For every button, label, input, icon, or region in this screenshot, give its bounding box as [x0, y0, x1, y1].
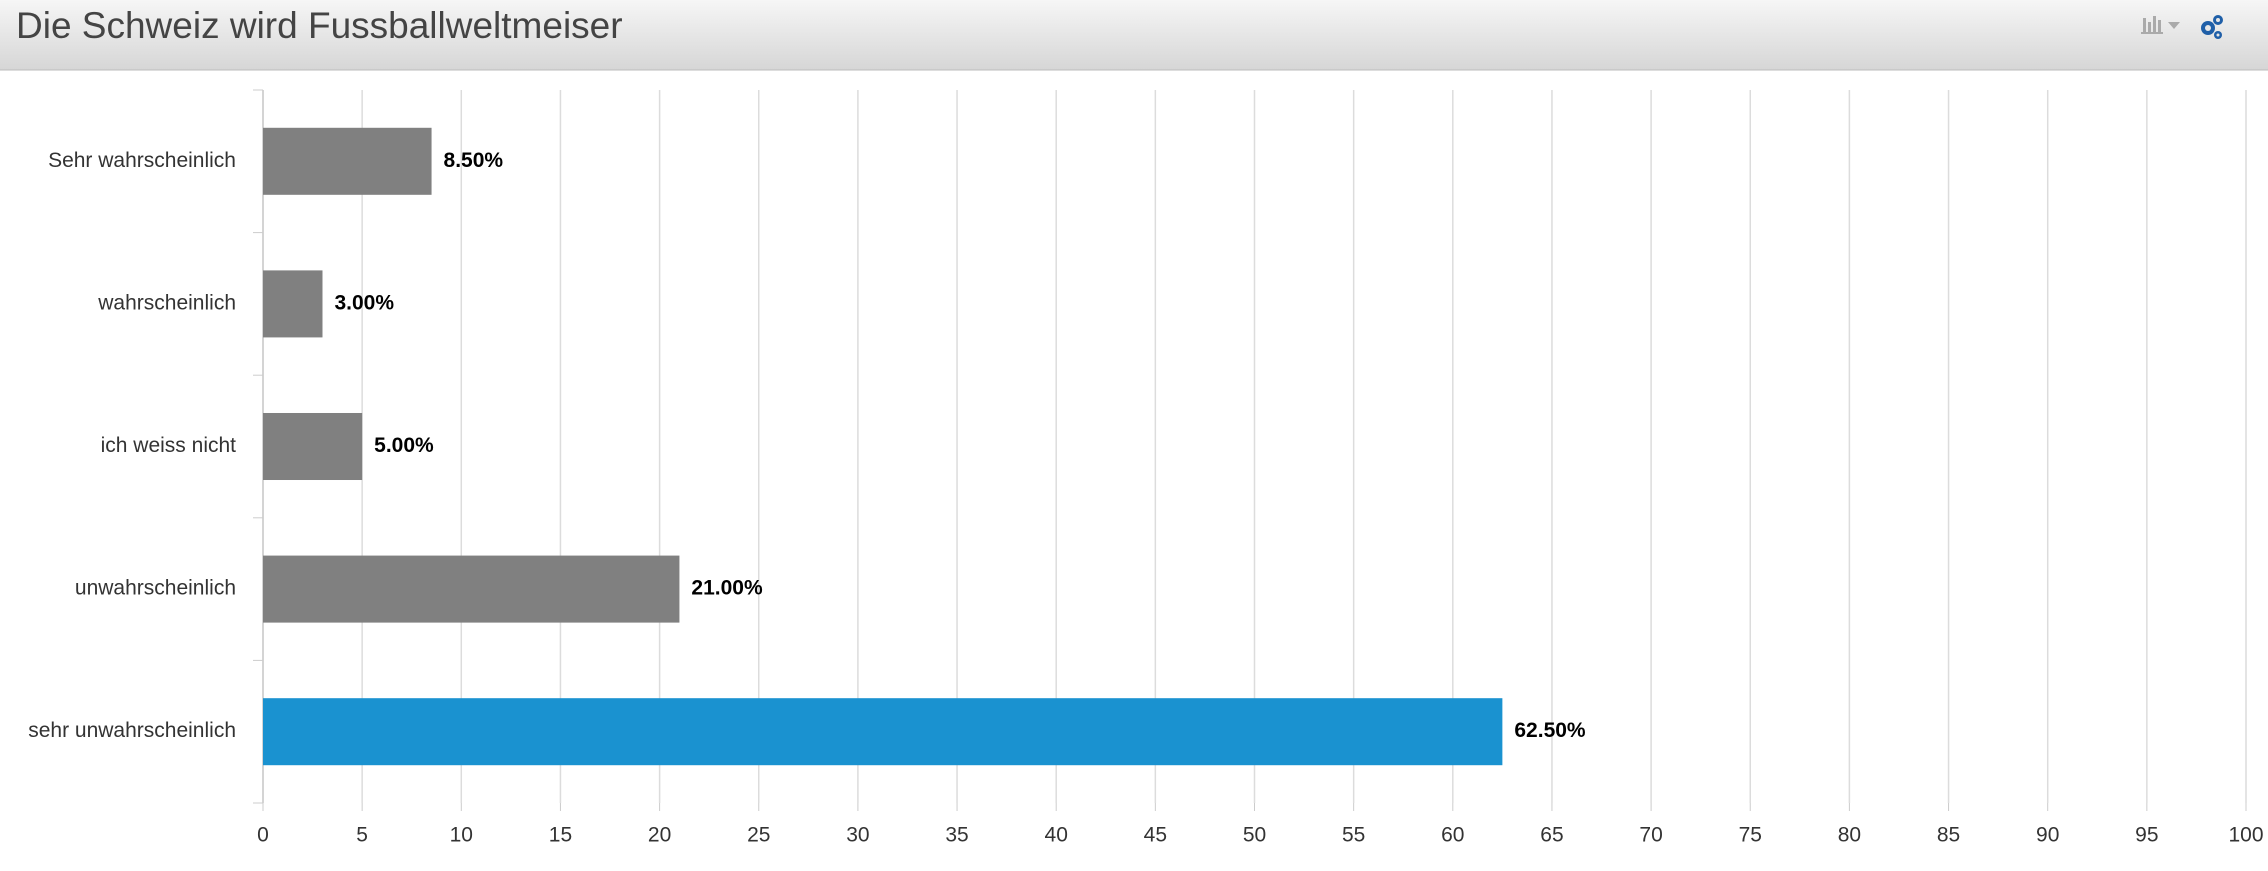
x-tick-label: 85	[1937, 824, 1960, 847]
y-tick-label: Sehr wahrscheinlich	[48, 149, 236, 172]
chart-title: Die Schweiz wird Fussballweltmeiser	[16, 5, 623, 46]
value-label: 21.00%	[691, 577, 763, 600]
x-tick-label: 55	[1342, 824, 1365, 847]
bar	[263, 412, 363, 481]
x-tick-label: 10	[450, 824, 473, 847]
y-tick-label: wahrscheinlich	[97, 291, 236, 314]
bar	[263, 698, 1503, 766]
x-tick-label: 95	[2135, 824, 2158, 847]
x-tick-label: 65	[1540, 824, 1563, 847]
chart-type-icon[interactable]	[2141, 16, 2180, 34]
header	[0, 0, 2268, 70]
value-label: 5.00%	[374, 434, 434, 457]
x-tick-label: 50	[1243, 824, 1266, 847]
x-tick-label: 40	[1045, 824, 1068, 847]
x-tick-label: 60	[1441, 824, 1464, 847]
settings-icon[interactable]	[2201, 15, 2223, 39]
x-tick-label: 45	[1144, 824, 1167, 847]
x-tick-label: 25	[747, 824, 770, 847]
value-label: 62.50%	[1514, 719, 1586, 742]
x-tick-label: 80	[1838, 824, 1861, 847]
bar	[263, 555, 680, 623]
bar	[263, 127, 432, 195]
x-tick-label: 5	[356, 824, 368, 847]
y-tick-label: ich weiss nicht	[101, 434, 237, 457]
x-tick-label: 70	[1639, 824, 1662, 847]
x-tick-label: 15	[549, 824, 572, 847]
x-tick-label: 35	[945, 824, 968, 847]
x-tick-label: 30	[846, 824, 869, 847]
y-tick-label: unwahrscheinlich	[75, 577, 236, 600]
value-label: 8.50%	[444, 149, 504, 172]
bar	[263, 270, 323, 338]
x-tick-label: 90	[2036, 824, 2059, 847]
x-tick-label: 0	[257, 824, 269, 847]
value-label: 3.00%	[334, 291, 394, 314]
x-tick-label: 100	[2228, 824, 2263, 847]
x-tick-label: 20	[648, 824, 671, 847]
x-tick-label: 75	[1739, 824, 1762, 847]
y-tick-label: sehr unwahrscheinlich	[28, 719, 236, 742]
